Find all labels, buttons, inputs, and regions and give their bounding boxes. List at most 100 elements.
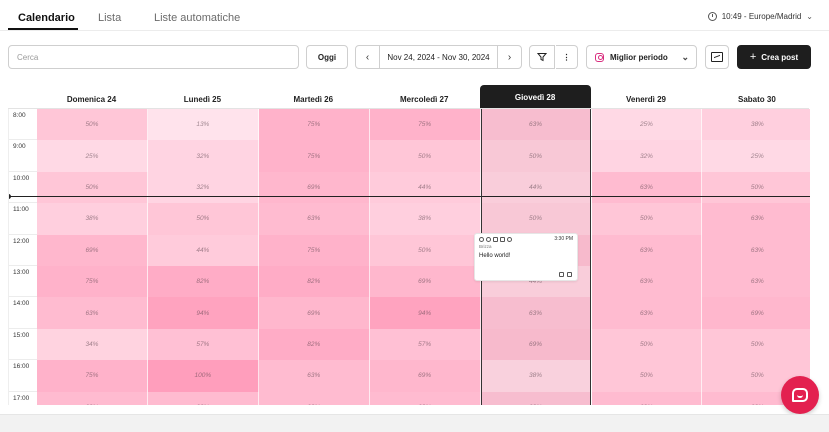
heatmap-cell[interactable]: 63%	[37, 297, 148, 329]
heatmap-cell[interactable]: 63%	[591, 171, 703, 204]
search-input[interactable]	[8, 45, 299, 69]
heatmap-cell[interactable]: 38%	[702, 109, 810, 141]
heatmap-cell[interactable]: 44%	[147, 234, 259, 266]
media-library-button[interactable]	[705, 45, 729, 69]
heatmap-cell[interactable]: 63%	[591, 391, 703, 405]
previous-week-button[interactable]: ‹	[356, 46, 380, 68]
day-header[interactable]: Venerdì 29	[625, 94, 667, 104]
heatmap-cell[interactable]: 63%	[591, 297, 703, 329]
day-header[interactable]: Giovedì 28	[479, 85, 591, 109]
heatmap-cell[interactable]: 50%	[37, 109, 148, 141]
day-header[interactable]: Sabato 30	[737, 94, 776, 104]
heatmap-cell[interactable]: 69%	[258, 171, 370, 204]
heatmap-cell[interactable]: 57%	[369, 328, 481, 361]
heatmap-cell[interactable]: 75%	[258, 109, 370, 141]
heatmap-cell[interactable]: 94%	[369, 297, 481, 329]
day-header[interactable]: Lunedì 25	[183, 94, 222, 104]
heatmap-cell[interactable]: 63%	[702, 203, 810, 235]
heatmap-cell[interactable]: 32%	[147, 140, 259, 172]
heatmap-cell[interactable]: 50%	[480, 140, 592, 172]
heatmap-cell[interactable]: 57%	[147, 328, 259, 361]
heatmap-cell[interactable]: 13%	[147, 109, 259, 141]
heatmap-cell[interactable]: 25%	[591, 109, 703, 141]
heatmap-cell[interactable]: 63%	[480, 109, 592, 141]
heatmap-cell[interactable]: 63%	[37, 391, 148, 405]
heatmap-cell[interactable]: 82%	[147, 266, 259, 298]
heatmap-cell[interactable]: 63%	[591, 266, 703, 298]
header-divider	[8, 108, 809, 109]
heatmap-cell[interactable]: 32%	[591, 140, 703, 172]
heatmap-cell[interactable]: 63%	[258, 203, 370, 235]
today-button[interactable]: Oggi	[306, 45, 348, 69]
help-chat-button[interactable]	[781, 376, 819, 414]
tab-lista[interactable]: Lista	[98, 12, 122, 24]
heatmap-cell[interactable]: 38%	[369, 203, 481, 235]
heatmap-cell[interactable]: 50%	[147, 203, 259, 235]
more-options-button[interactable]: ⋮	[556, 45, 578, 69]
google-business-icon	[500, 236, 505, 242]
heatmap-cell[interactable]: 50%	[702, 171, 810, 204]
filter-button[interactable]	[529, 45, 555, 69]
heatmap-cell[interactable]: 63%	[147, 391, 259, 405]
heatmap-cell[interactable]: 63%	[258, 360, 370, 392]
heatmap-cell[interactable]: 69%	[480, 328, 592, 361]
timezone-selector[interactable]: 10:49 - Europe/Madrid ⌄	[707, 12, 813, 21]
heatmap-cell[interactable]: 44%	[369, 171, 481, 204]
day-header[interactable]: Martedì 26	[293, 94, 334, 104]
heatmap-cell[interactable]: 50%	[37, 171, 148, 204]
heatmap-cell[interactable]: 63%	[702, 234, 810, 266]
heatmap-cell[interactable]: 69%	[702, 297, 810, 329]
scheduled-post-card[interactable]: 3:30 PM Brizza Hello world!	[474, 233, 578, 281]
heatmap-cell[interactable]: 25%	[37, 140, 148, 172]
heatmap-cell[interactable]: 50%	[369, 234, 481, 266]
heatmap-cell[interactable]: 63%	[369, 391, 481, 405]
create-post-label: Crea post	[761, 52, 799, 62]
heatmap-cell[interactable]: 63%	[480, 297, 592, 329]
heatmap-cell[interactable]: 75%	[369, 109, 481, 141]
heatmap-cell[interactable]: 38%	[480, 360, 592, 392]
heatmap-cell[interactable]: 63%	[591, 234, 703, 266]
heatmap-cell[interactable]: 50%	[480, 203, 592, 235]
heatmap-cell[interactable]: 32%	[147, 171, 259, 204]
tab-calendario[interactable]: Calendario	[8, 6, 78, 30]
heatmap-cell[interactable]: 38%	[37, 203, 148, 235]
time-label: 13:00	[9, 266, 37, 298]
time-label: 10:00	[9, 172, 37, 204]
heatmap-cell[interactable]: 44%	[480, 171, 592, 204]
heatmap-cell[interactable]: 50%	[591, 360, 703, 392]
day-header[interactable]: Mercoledì 27	[399, 94, 449, 104]
heatmap-cell[interactable]: 94%	[147, 297, 259, 329]
heatmap-cell[interactable]: 63%	[702, 266, 810, 298]
media-library-icon	[711, 52, 723, 62]
hour-divider	[37, 171, 810, 173]
heatmap-cell[interactable]: 82%	[258, 266, 370, 298]
post-message: Hello world!	[479, 253, 511, 259]
heatmap-cell[interactable]: 25%	[702, 140, 810, 172]
heatmap-cell[interactable]: 50%	[369, 140, 481, 172]
heatmap-cell[interactable]: 82%	[258, 328, 370, 361]
filter-icon	[537, 53, 547, 62]
date-range-label[interactable]: Nov 24, 2024 - Nov 30, 2024	[387, 52, 490, 62]
heatmap-cell[interactable]: 75%	[37, 360, 148, 392]
create-post-button[interactable]: + Crea post	[737, 45, 811, 69]
chevron-down-icon: ⌄	[681, 51, 689, 62]
heatmap-cell[interactable]: 69%	[369, 360, 481, 392]
heatmap-cell[interactable]: 69%	[258, 297, 370, 329]
heatmap-cell[interactable]: 63%	[480, 391, 592, 405]
heatmap-cell[interactable]: 69%	[369, 266, 481, 298]
heatmap-cell[interactable]: 75%	[258, 140, 370, 172]
tab-liste-automatiche[interactable]: Liste automatiche	[154, 12, 241, 24]
best-period-dropdown[interactable]: Miglior periodo ⌄	[586, 45, 697, 69]
heatmap-cell[interactable]: 75%	[37, 266, 148, 298]
heatmap-cell[interactable]: 63%	[258, 391, 370, 405]
heatmap-cell[interactable]: 34%	[37, 328, 148, 361]
day-header[interactable]: Domenica 24	[66, 94, 117, 104]
heatmap-cell[interactable]: 50%	[591, 328, 703, 361]
heatmap-cell[interactable]: 50%	[702, 328, 810, 361]
heatmap-cell[interactable]: 100%	[147, 360, 259, 392]
heatmap-cell[interactable]: 50%	[591, 203, 703, 235]
tabs-divider	[0, 30, 829, 31]
next-week-button[interactable]: ›	[497, 46, 521, 68]
heatmap-cell[interactable]: 75%	[258, 234, 370, 266]
heatmap-cell[interactable]: 69%	[37, 234, 148, 266]
